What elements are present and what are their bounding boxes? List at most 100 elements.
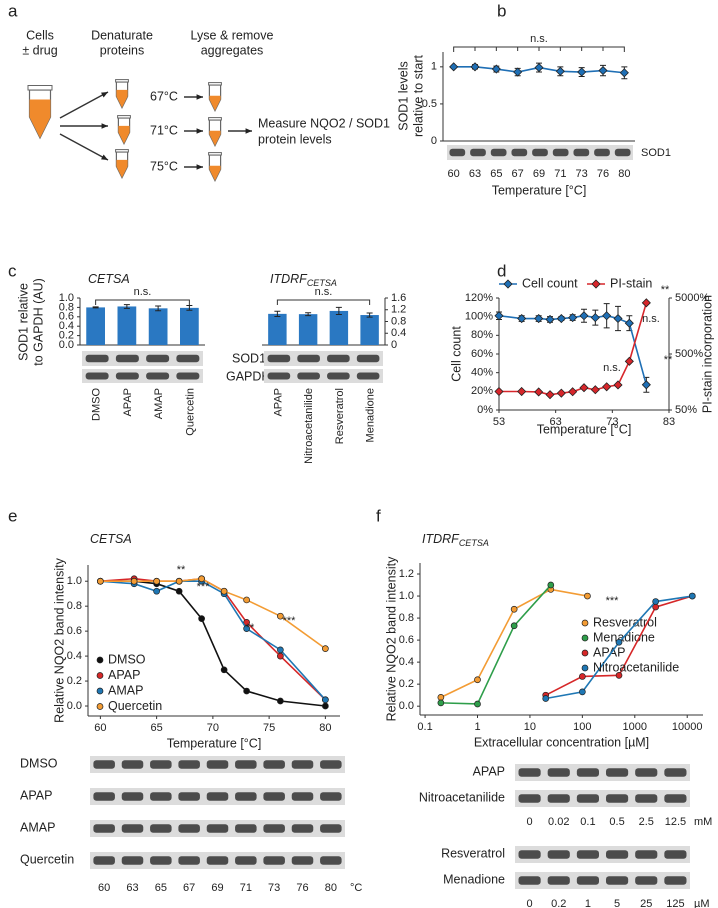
legend-marker — [96, 703, 104, 710]
y-tick-label: 1.2 — [391, 304, 406, 316]
legend-label: Nitroacetanilide — [593, 660, 679, 674]
point — [198, 575, 205, 583]
band — [146, 372, 170, 380]
band — [176, 354, 200, 363]
bar — [268, 313, 287, 345]
point — [579, 383, 589, 393]
x-tick-label: 60 — [94, 722, 106, 734]
annotation: n.s. — [642, 313, 660, 325]
y-tick-label: 60% — [471, 348, 493, 360]
tube-fill — [209, 165, 221, 181]
y-tick-label: 0.8 — [399, 612, 414, 624]
band — [291, 856, 314, 865]
point — [491, 64, 501, 74]
band — [267, 354, 291, 363]
arrow — [59, 133, 109, 161]
annotation: *** — [283, 615, 297, 627]
point — [545, 314, 555, 325]
point — [517, 386, 527, 397]
point — [470, 62, 480, 72]
panel-letter: c — [8, 261, 17, 280]
tube-fill — [116, 159, 128, 178]
lane-label: 71 — [240, 882, 252, 894]
x-tick-label: 0.1 — [417, 721, 432, 733]
bar — [117, 306, 137, 345]
point — [613, 313, 623, 324]
point — [590, 385, 600, 395]
chart-title: ITDRFCETSA — [422, 532, 489, 548]
band — [356, 372, 380, 380]
error-bar — [123, 304, 130, 309]
x-tick-label: 63 — [550, 416, 562, 428]
band — [150, 824, 172, 833]
y-tick-label: 100% — [465, 311, 493, 323]
point — [556, 313, 566, 324]
error-bar — [335, 306, 342, 315]
x-tick-label: 10000 — [672, 721, 703, 733]
legend-marker — [581, 634, 589, 642]
x-tick-label: DMSO — [91, 388, 103, 421]
lane-unit: °C — [350, 882, 362, 894]
chart-title: CETSA — [88, 272, 130, 286]
error-bar — [366, 312, 373, 318]
error-bar — [305, 312, 312, 317]
band — [490, 148, 507, 157]
band — [235, 792, 257, 801]
y-tick-label: 5000% — [675, 292, 709, 304]
annotation: n.s. — [315, 286, 333, 298]
x-tick-label: 1000 — [623, 721, 647, 733]
band — [664, 876, 687, 885]
x-tick-label: Resveratrol — [334, 388, 346, 444]
point — [556, 388, 566, 398]
point — [624, 318, 634, 328]
point — [542, 695, 550, 702]
y-tick-label: 0.6 — [67, 625, 82, 637]
band — [150, 856, 172, 865]
y-tick-label: 1.0 — [59, 292, 74, 304]
point — [322, 696, 329, 704]
point — [474, 676, 481, 684]
band — [576, 850, 599, 859]
x-tick-label: 67 — [512, 168, 524, 180]
point — [613, 380, 623, 390]
y-tick-label: 1 — [431, 61, 437, 73]
blot — [82, 351, 203, 366]
title-main: CETSA — [90, 532, 132, 546]
lane-label: 67 — [183, 882, 195, 894]
arrow — [59, 91, 109, 119]
bar — [329, 310, 349, 345]
step-label: aggregates — [201, 43, 264, 57]
lane-label: 76 — [296, 882, 308, 894]
arrow-head — [196, 94, 203, 100]
band — [178, 856, 200, 865]
panel-letter: a — [8, 1, 18, 20]
band — [518, 794, 541, 803]
point — [175, 577, 183, 585]
point — [602, 382, 612, 392]
point — [568, 313, 578, 323]
blot-row-label: Nitroacetanilide — [419, 790, 505, 804]
y-tick-label: 0.8 — [391, 315, 406, 327]
x-tick-label: 69 — [533, 168, 545, 180]
y-tick-label: 0.8 — [67, 600, 82, 612]
y-tick-label: 1.6 — [391, 292, 406, 304]
annotation: ** — [661, 284, 670, 296]
point — [517, 313, 527, 324]
lane-label: 73 — [268, 882, 280, 894]
step-label: proteins — [100, 43, 144, 57]
band — [664, 850, 687, 859]
band — [178, 824, 200, 833]
point — [590, 313, 600, 323]
y-tick-label: 0.2 — [59, 330, 74, 342]
band — [470, 148, 486, 157]
band — [635, 794, 658, 803]
band — [115, 372, 139, 380]
band — [594, 148, 610, 157]
band — [115, 354, 139, 363]
bracket — [276, 299, 371, 305]
legend-label: DMSO — [108, 652, 146, 666]
x-tick-label: 80 — [618, 168, 630, 180]
step-label: Cells — [26, 28, 54, 42]
temperature: 67°C — [150, 89, 178, 103]
